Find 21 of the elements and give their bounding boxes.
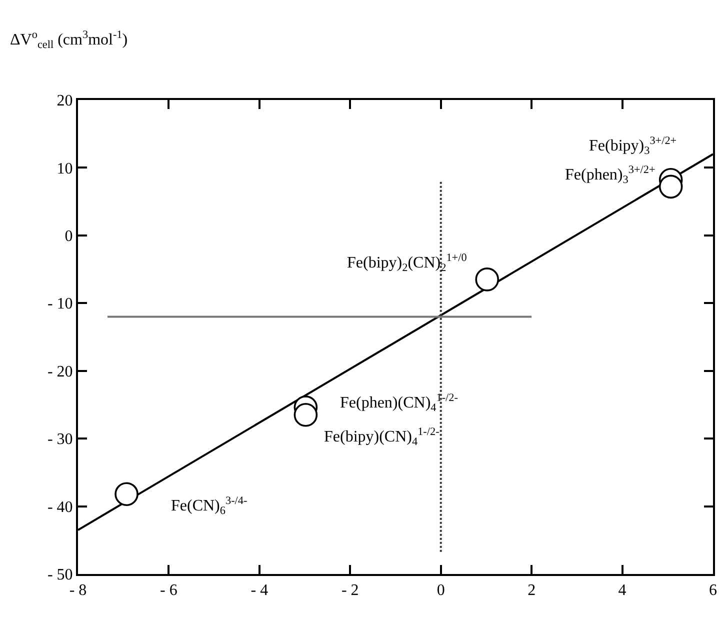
- y-tick-label: 0: [64, 228, 73, 246]
- point: [658, 174, 683, 199]
- y-axis-title: ΔV$^{o}$$_{cell}$ (cm$^{3}$mol$^{-1}$): [10, 29, 128, 52]
- x-tick-label: 2: [528, 582, 536, 600]
- y-tick-label: - 40: [47, 498, 73, 516]
- x-tick-label: 0: [436, 582, 445, 600]
- point: [475, 268, 500, 292]
- point: [294, 402, 318, 427]
- y-tick-label: 20: [56, 92, 73, 110]
- x-tick-label: - 2: [341, 582, 359, 600]
- y-tick-label: - 10: [47, 296, 73, 313]
- x-tick-label: 6: [709, 582, 717, 600]
- x-tick-label: - 4: [250, 582, 268, 600]
- x-tick-label: - 6: [160, 582, 178, 600]
- x-tick-label: - 8: [69, 582, 87, 600]
- x-tick-label: 4: [618, 582, 626, 600]
- y-tick-label: - 20: [47, 363, 73, 380]
- y-tick-label: - 50: [47, 566, 73, 584]
- y-tick-label: - 30: [47, 431, 73, 448]
- point: [114, 482, 138, 506]
- y-tick-label: 10: [56, 160, 73, 178]
